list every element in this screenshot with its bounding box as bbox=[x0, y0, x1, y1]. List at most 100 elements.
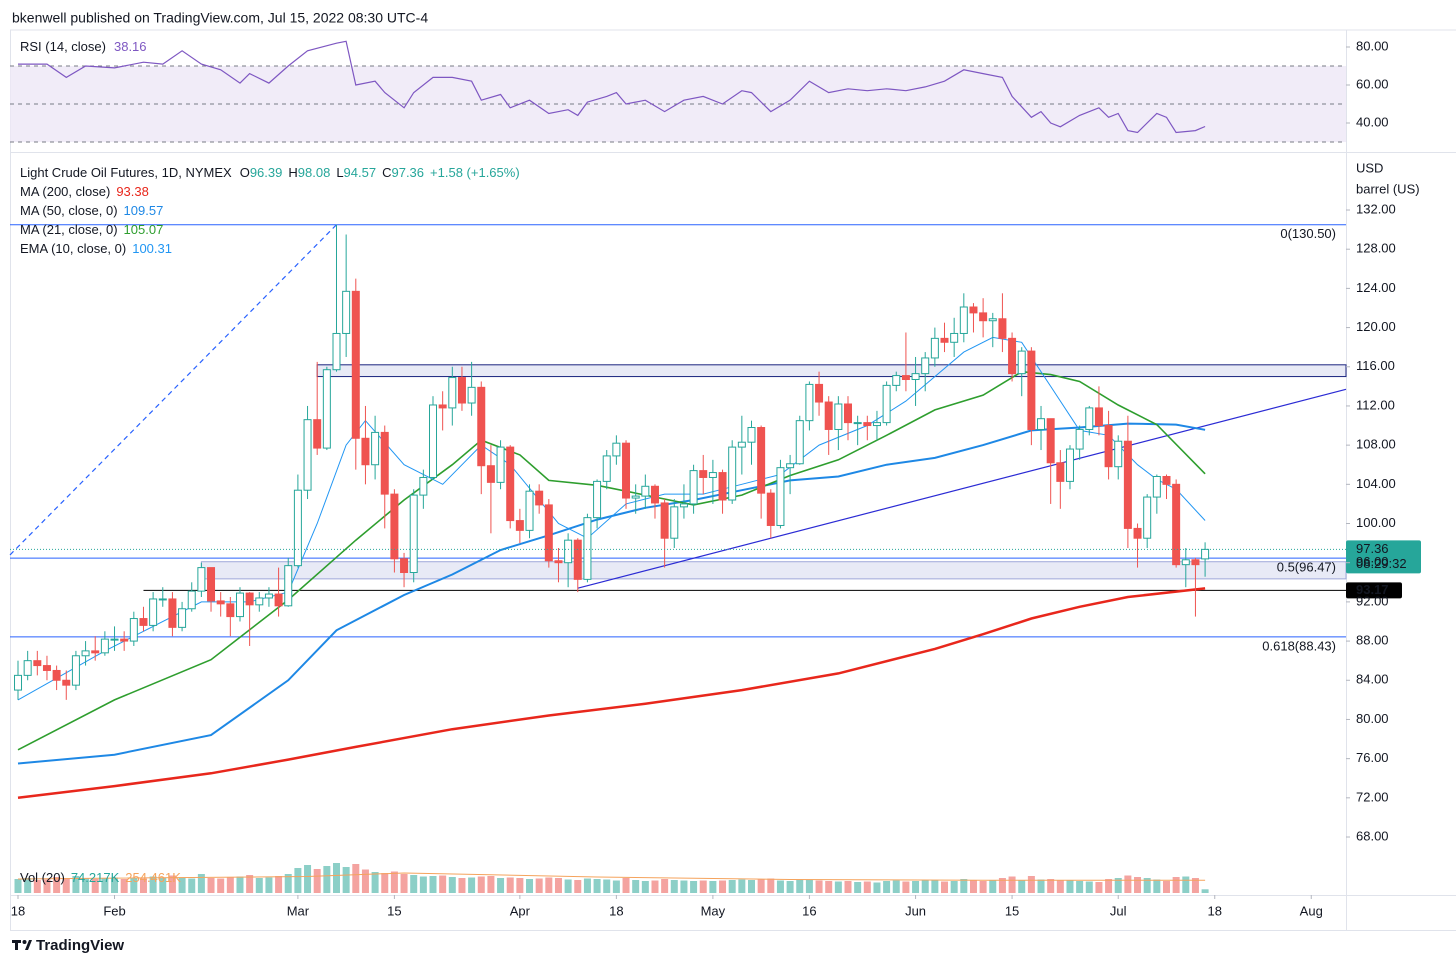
candle-body bbox=[892, 375, 901, 386]
last-price-label: 97.36 bbox=[1356, 541, 1389, 556]
candle-body bbox=[988, 318, 997, 322]
candle-body bbox=[564, 539, 573, 564]
candle-body bbox=[535, 490, 544, 506]
candle-body bbox=[930, 337, 939, 359]
volume-bar bbox=[1134, 877, 1142, 893]
candle-body bbox=[853, 422, 862, 425]
volume-bar bbox=[361, 869, 369, 893]
candle-body bbox=[274, 593, 283, 607]
volume-bar bbox=[960, 879, 968, 893]
candle-body bbox=[1201, 548, 1210, 560]
volume-bar bbox=[757, 879, 765, 893]
y-tick-label: 132.00 bbox=[1356, 201, 1396, 216]
volume-bar bbox=[255, 878, 263, 893]
volume-legend-value: 74.217K bbox=[71, 870, 120, 885]
ma-legend: MA (21, close, 0) 105.07 bbox=[20, 222, 163, 237]
candle-body bbox=[573, 539, 582, 580]
volume-legend-title: Vol (20) bbox=[20, 870, 65, 885]
candle-body bbox=[1181, 559, 1190, 566]
volume-bar bbox=[429, 876, 437, 893]
y-tick-label: 96.00 bbox=[1356, 554, 1389, 569]
candle-body bbox=[921, 357, 930, 375]
candle-body bbox=[52, 669, 61, 681]
ma-legend-name: MA (200, close) bbox=[20, 184, 110, 199]
volume-legend: Vol (20) 74.217K 254.461K bbox=[20, 870, 181, 885]
candle-body bbox=[882, 384, 891, 424]
volume-bar bbox=[1105, 879, 1113, 893]
volume-bar bbox=[1153, 879, 1161, 893]
candle-body bbox=[602, 455, 611, 482]
candle-body bbox=[1027, 350, 1036, 430]
candle-body bbox=[187, 590, 196, 610]
candle-body bbox=[525, 490, 534, 531]
volume-bar bbox=[834, 881, 842, 893]
candle-body bbox=[757, 427, 766, 494]
volume-bar bbox=[516, 878, 524, 893]
volume-bar bbox=[448, 877, 456, 893]
candle-body bbox=[409, 494, 418, 574]
candle-body bbox=[631, 495, 640, 499]
volume-bar bbox=[1114, 878, 1122, 893]
volume-bar bbox=[159, 877, 167, 893]
y-tick-label: 100.00 bbox=[1356, 515, 1396, 530]
volume-bar bbox=[390, 871, 398, 893]
candle-body bbox=[14, 674, 23, 691]
volume-bar bbox=[43, 879, 51, 893]
moving-average bbox=[17, 587, 1206, 800]
candle-body bbox=[245, 592, 254, 606]
candle-body bbox=[998, 318, 1007, 339]
candle-body bbox=[486, 465, 495, 483]
ohlc-letter: O bbox=[240, 165, 250, 180]
volume-bar bbox=[1143, 878, 1151, 893]
candle-body bbox=[361, 437, 370, 466]
volume-bar bbox=[670, 880, 678, 893]
candle-body bbox=[303, 419, 312, 491]
volume-bar bbox=[91, 879, 99, 893]
volume-bar bbox=[487, 876, 495, 893]
volume-bar bbox=[854, 882, 862, 893]
candle-body bbox=[515, 520, 524, 531]
ma-legend-value: 100.31 bbox=[132, 241, 172, 256]
ohlc-letter: C bbox=[382, 165, 391, 180]
y-tick-label: 84.00 bbox=[1356, 672, 1389, 687]
y-unit: USD bbox=[1356, 160, 1383, 175]
volume-bar bbox=[554, 878, 562, 893]
candle-body bbox=[158, 598, 167, 601]
volume-bar bbox=[419, 876, 427, 893]
ma-legend-value: 105.07 bbox=[124, 222, 164, 237]
volume-legend-ma: 254.461K bbox=[125, 870, 181, 885]
candle-body bbox=[284, 565, 293, 607]
candle-body bbox=[1008, 337, 1017, 375]
volume-bar bbox=[294, 868, 302, 893]
volume-bar bbox=[873, 882, 881, 893]
candle-body bbox=[1056, 462, 1065, 482]
x-tick-label: 16 bbox=[802, 903, 816, 918]
volume-bar bbox=[332, 863, 340, 893]
x-tick-label: Jun bbox=[905, 903, 926, 918]
volume-bar bbox=[651, 880, 659, 893]
ohlc-value: 94.57 bbox=[344, 165, 377, 180]
symbol-title: Light Crude Oil Futures, 1D, NYMEX bbox=[20, 165, 232, 180]
volume-bar bbox=[352, 864, 360, 893]
volume-bar bbox=[603, 879, 611, 893]
volume-bar bbox=[304, 865, 312, 893]
y-tick-label: 60.00 bbox=[1356, 76, 1389, 91]
candle-body bbox=[110, 638, 119, 641]
candle-body bbox=[81, 650, 90, 657]
candle-body bbox=[718, 472, 727, 501]
volume-bar bbox=[1076, 881, 1084, 893]
level-label: 0(130.50) bbox=[1280, 226, 1336, 241]
candle-body bbox=[332, 332, 341, 371]
y-tick-label: 88.00 bbox=[1356, 633, 1389, 648]
volume-bar bbox=[583, 878, 591, 893]
volume-bar bbox=[632, 880, 640, 893]
candle-body bbox=[371, 431, 380, 466]
candle-body bbox=[42, 665, 51, 671]
y-tick-label: 104.00 bbox=[1356, 476, 1396, 491]
candle-body bbox=[1143, 496, 1152, 539]
volume-bar bbox=[941, 881, 949, 893]
level-label: 0.5(96.47) bbox=[1277, 560, 1336, 575]
candle-body bbox=[766, 492, 775, 526]
volume-bar bbox=[323, 866, 331, 893]
